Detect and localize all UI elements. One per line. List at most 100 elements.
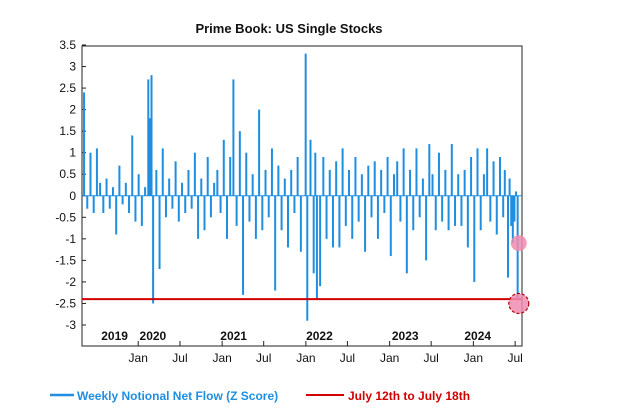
flow-bar bbox=[309, 139, 312, 196]
flow-bar bbox=[486, 148, 489, 196]
flow-bar bbox=[498, 157, 501, 196]
x-tick-label: Jul bbox=[423, 351, 438, 365]
flow-bar bbox=[184, 195, 187, 213]
flow-bar bbox=[128, 195, 131, 213]
flow-bar bbox=[225, 195, 228, 239]
flow-bar bbox=[248, 195, 251, 222]
flow-bar bbox=[338, 195, 341, 248]
x-tick-label: Jul bbox=[340, 351, 355, 365]
flow-bar bbox=[373, 161, 376, 196]
flow-bar bbox=[328, 169, 331, 196]
legend: Weekly Notional Net Flow (Z Score) July … bbox=[50, 389, 470, 403]
flow-bar bbox=[351, 195, 354, 239]
flow-bar bbox=[335, 161, 338, 196]
y-tick-label: 3.5 bbox=[59, 38, 76, 52]
flow-bar bbox=[171, 195, 174, 209]
flow-bar bbox=[140, 195, 143, 226]
flow-bar bbox=[174, 161, 177, 196]
flow-bar bbox=[95, 148, 98, 196]
flow-bar bbox=[415, 148, 418, 196]
year-label: 2019 bbox=[101, 329, 128, 343]
flow-bar bbox=[434, 195, 437, 231]
y-tick-label: -1.5 bbox=[55, 253, 76, 267]
flow-bar bbox=[515, 191, 518, 196]
y-tick-label: -2.5 bbox=[55, 296, 76, 310]
flow-bar bbox=[502, 195, 505, 218]
flow-bar bbox=[492, 161, 495, 196]
flow-bar bbox=[148, 118, 151, 196]
flow-bar bbox=[425, 195, 428, 261]
flow-bar bbox=[444, 169, 447, 196]
flow-bar bbox=[437, 152, 440, 196]
highlight-circle bbox=[510, 235, 527, 252]
year-label: 2023 bbox=[392, 329, 419, 343]
flow-bar bbox=[177, 195, 180, 222]
flow-bar bbox=[197, 195, 200, 239]
flow-bar bbox=[131, 135, 134, 196]
x-tick-label: Jul bbox=[256, 351, 271, 365]
flow-bar bbox=[341, 148, 344, 196]
flow-bar bbox=[409, 169, 412, 196]
flow-bar bbox=[380, 169, 383, 196]
flow-bar bbox=[511, 195, 514, 244]
flow-bar bbox=[89, 152, 92, 196]
x-tick-label: Jan bbox=[129, 351, 148, 365]
flow-bar bbox=[261, 195, 264, 231]
flow-bar bbox=[344, 195, 347, 226]
flow-bar bbox=[121, 195, 124, 205]
flow-bar bbox=[460, 195, 463, 226]
flow-bar bbox=[219, 195, 222, 213]
legend-label-weekly-flow: Weekly Notional Net Flow (Z Score) bbox=[77, 389, 278, 403]
flow-bar bbox=[482, 174, 485, 196]
flow-bar bbox=[421, 178, 424, 196]
flow-bar bbox=[222, 139, 225, 196]
flow-bar bbox=[441, 195, 444, 222]
y-tick-label: 1.5 bbox=[59, 124, 76, 138]
flow-bar bbox=[508, 178, 511, 196]
flow-bar bbox=[312, 195, 315, 274]
flow-bar bbox=[479, 195, 482, 231]
flow-bar bbox=[489, 195, 492, 222]
flow-bar bbox=[280, 195, 283, 231]
flow-bar bbox=[258, 109, 261, 196]
flow-bar bbox=[144, 187, 147, 196]
flow-bar bbox=[304, 53, 307, 196]
year-label: 2022 bbox=[306, 329, 333, 343]
flow-bar bbox=[325, 195, 328, 239]
year-labels: 2019 2020 2021 2022 2023 2024 bbox=[101, 329, 491, 343]
x-tick-label: Jan bbox=[296, 351, 315, 365]
flow-bar bbox=[510, 195, 513, 226]
flow-bar bbox=[164, 195, 167, 218]
flow-bar bbox=[306, 195, 309, 321]
flow-bar bbox=[111, 187, 114, 196]
flow-bar bbox=[203, 195, 206, 231]
flow-bar bbox=[270, 148, 273, 196]
flow-bar bbox=[476, 148, 479, 196]
flow-bar bbox=[277, 165, 280, 196]
flow-bar bbox=[152, 195, 155, 304]
flow-bar bbox=[470, 157, 473, 196]
flow-bar bbox=[86, 195, 89, 209]
flow-bar bbox=[357, 195, 360, 222]
flow-bar bbox=[200, 178, 203, 196]
flow-bar bbox=[83, 92, 86, 196]
y-tick-label: -1 bbox=[65, 232, 76, 246]
flow-bar bbox=[99, 182, 102, 196]
flow-bar bbox=[315, 195, 318, 300]
flow-bar bbox=[450, 144, 453, 196]
x-tick-label: Jan bbox=[380, 351, 399, 365]
flow-bar bbox=[232, 79, 235, 196]
flow-bar bbox=[242, 195, 245, 295]
flow-bar bbox=[283, 178, 286, 196]
flow-bar bbox=[251, 174, 254, 196]
flow-bar bbox=[370, 195, 373, 218]
flow-bar bbox=[513, 195, 516, 222]
y-tick-label: -2 bbox=[65, 275, 76, 289]
flow-bar bbox=[238, 131, 241, 196]
highlight-circle-dashed bbox=[508, 292, 530, 315]
flow-bar bbox=[213, 182, 216, 196]
year-label: 2024 bbox=[464, 329, 491, 343]
flow-bar bbox=[402, 148, 405, 196]
flow-bar bbox=[254, 195, 257, 239]
